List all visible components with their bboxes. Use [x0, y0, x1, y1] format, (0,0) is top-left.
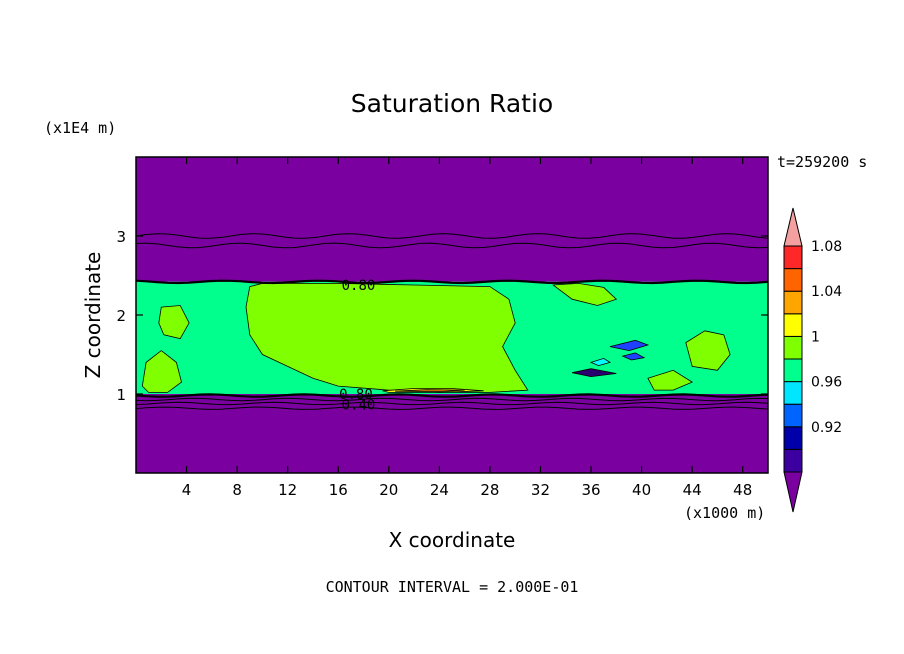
x-tick-label: 32: [531, 481, 550, 499]
field-layer-lower: [136, 394, 768, 473]
colorbar-swatch: [783, 381, 803, 405]
colorbar-label: 0.92: [811, 420, 842, 436]
colorbar-swatch: [783, 335, 803, 360]
x-tick-label: 28: [480, 481, 499, 499]
contour-region: [647, 369, 694, 391]
contour-line: [136, 397, 768, 402]
x-tick-label: 8: [232, 481, 242, 499]
x-unit-label: (x1000 m): [684, 504, 765, 522]
contour-region: [141, 350, 182, 393]
x-tick-label: 4: [182, 481, 192, 499]
contour-labels: 0.800.800.40: [339, 278, 375, 413]
x-tick-label: 36: [581, 481, 600, 499]
y-axis-ticks: 1 2 3: [116, 228, 768, 404]
contour-region: [621, 352, 646, 361]
y-axis-label: Z coordinate: [81, 252, 105, 379]
contour-region: [395, 389, 465, 393]
contour-region: [551, 282, 618, 306]
colorbar-label: 0.96: [811, 375, 842, 391]
x-tick-label: 48: [733, 481, 752, 499]
colorbar-swatch: [783, 358, 803, 383]
contour-label: 0.40: [342, 397, 376, 413]
colorbar-swatch: [783, 313, 803, 337]
contour-line: [136, 279, 768, 285]
colorbar-label: 1.04: [811, 284, 842, 300]
x-tick-label: 12: [278, 481, 297, 499]
contour-line: [136, 406, 768, 410]
colorbar-label: 1: [811, 329, 820, 345]
contour-line: [136, 242, 768, 249]
field-layer-upper: [136, 157, 768, 282]
contour-line: [136, 393, 768, 398]
contour-interval-note: CONTOUR INTERVAL = 2.000E-01: [326, 578, 579, 596]
contour-region: [589, 357, 611, 367]
x-tick-label: 16: [329, 481, 348, 499]
contour-line: [136, 401, 768, 406]
contour-label: 0.80: [342, 278, 376, 294]
y-tick-label: 3: [116, 228, 126, 246]
chart-title: Saturation Ratio: [351, 89, 553, 118]
x-tick-label: 40: [632, 481, 651, 499]
contour-region: [685, 330, 731, 371]
colorbar-swatch: [783, 290, 803, 315]
x-tick-label: 24: [430, 481, 449, 499]
y-unit-label: (x1E4 m): [44, 119, 116, 137]
colorbar: 0.92 0.96 1 1.04 1.08: [783, 207, 842, 513]
colorbar-swatch: [783, 426, 803, 450]
colorbar-swatch: [783, 403, 803, 428]
contour-label: 0.80: [339, 387, 373, 403]
contour-line: [136, 233, 768, 239]
contour-region: [609, 339, 650, 352]
colorbar-extend-bottom: [783, 471, 803, 513]
y-tick-label: 2: [116, 307, 126, 325]
colorbar-swatch: [783, 448, 803, 473]
x-axis-label: X coordinate: [389, 528, 516, 552]
contour-region: [572, 368, 617, 378]
colorbar-swatch: [783, 268, 803, 292]
time-label: t=259200 s: [777, 153, 867, 171]
contour-region: [158, 305, 190, 340]
y-tick-label: 1: [116, 386, 126, 404]
colorbar-extend-top: [783, 207, 803, 247]
plot-area: [136, 157, 768, 473]
colorbar-swatch: [783, 245, 803, 270]
x-tick-label: 20: [379, 481, 398, 499]
x-tick-label: 44: [683, 481, 702, 499]
colorbar-label: 1.08: [811, 239, 842, 255]
contour-region: [245, 282, 529, 393]
x-axis-ticks: 4 8 12 16 20 24 28 32 36 40 44 48: [182, 157, 752, 499]
